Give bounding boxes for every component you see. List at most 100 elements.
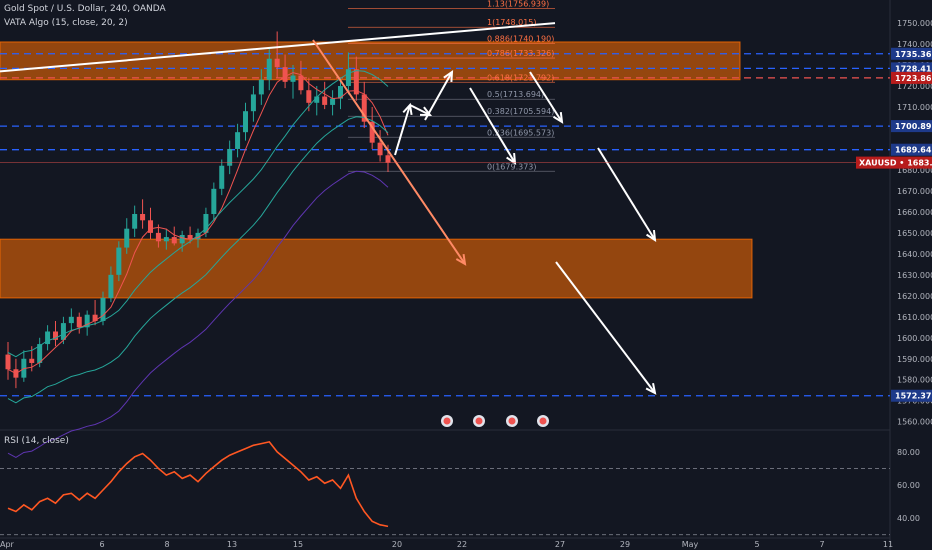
fib-label: 1(1748.015) xyxy=(487,18,537,27)
time-tick-label: 27 xyxy=(555,540,565,549)
candle-body xyxy=(60,323,66,340)
candle-body xyxy=(68,316,74,324)
band-lower-line xyxy=(7,116,389,404)
current-price-label: XAUUSD • 1683.500 xyxy=(859,159,932,168)
candle-body xyxy=(53,331,58,340)
fib-label: 0(1679.373) xyxy=(487,162,537,171)
price-tag xyxy=(891,47,932,60)
time-tick-label: 13 xyxy=(227,540,237,549)
price-tick-label: 1560.000 xyxy=(897,418,932,427)
candle-body xyxy=(203,214,209,233)
candle-body xyxy=(345,69,351,87)
time-tick-label: May xyxy=(682,540,699,549)
candle-body xyxy=(227,148,233,166)
event-marker-dot xyxy=(443,417,451,425)
candle-body xyxy=(163,237,169,242)
projection-arrow-head xyxy=(646,229,657,242)
price-tag xyxy=(891,71,932,84)
ma-fast-line xyxy=(7,72,389,375)
candle-body xyxy=(124,228,130,248)
candle-body xyxy=(243,111,248,133)
chart-title: Gold Spot / U.S. Dollar, 240, OANDA xyxy=(4,4,166,14)
price-tag xyxy=(891,120,932,133)
fib-label: 0.786(1733.326) xyxy=(487,49,554,58)
candle-body xyxy=(353,69,359,95)
price-tick-label: 1640.000 xyxy=(897,250,932,259)
time-tick-label: 8 xyxy=(164,540,169,549)
band-upper-line xyxy=(7,70,389,358)
indicator-legend[interactable]: VATA Algo (15, close, 20, 2) xyxy=(4,18,128,28)
fib-label: 1.13(1756.939) xyxy=(487,0,549,9)
price-tag-label: 1735.367 xyxy=(895,50,932,59)
candle-body xyxy=(84,314,90,328)
price-tick-label: 1600.000 xyxy=(897,334,932,343)
rsi-tick-label: 40.00 xyxy=(897,514,920,523)
price-tag-label: 1723.867 xyxy=(895,74,932,83)
candle-body xyxy=(314,96,320,103)
candle-body xyxy=(155,232,161,242)
time-tick-label: 29 xyxy=(620,540,630,549)
candle-body xyxy=(45,331,51,345)
candle-body xyxy=(76,316,82,328)
price-tag xyxy=(891,62,932,75)
time-tick-label: 5 xyxy=(754,540,759,549)
price-tick-label: 1660.000 xyxy=(897,208,932,217)
candle-body xyxy=(282,67,288,82)
fib-label: 0.886(1740.190) xyxy=(487,35,554,44)
candle-body xyxy=(187,234,193,240)
candle-body xyxy=(195,232,201,240)
trendline xyxy=(0,22,556,73)
candle-body xyxy=(140,214,146,221)
candle-body xyxy=(235,132,241,149)
candle-body xyxy=(29,358,35,363)
candle-body xyxy=(330,98,336,105)
price-tick-label: 1610.000 xyxy=(897,313,932,322)
time-tick-label: 7 xyxy=(819,540,824,549)
candle-body xyxy=(179,234,185,244)
rsi-tick-label: 60.00 xyxy=(897,481,920,490)
zigzag-arrow xyxy=(469,87,516,164)
time-tick-label: 15 xyxy=(293,540,303,549)
price-tick-label: 1710.000 xyxy=(897,103,932,112)
candle-body xyxy=(266,58,272,80)
candle-body xyxy=(361,94,367,122)
candle-body xyxy=(385,155,391,163)
candle-body xyxy=(171,237,177,244)
time-tick-label: 22 xyxy=(457,540,467,549)
candle-body xyxy=(338,86,343,99)
rsi-title[interactable]: RSI (14, close) xyxy=(4,436,69,446)
rsi-tick-label: 80.00 xyxy=(897,448,920,457)
time-tick-label: 20 xyxy=(392,540,402,549)
zigzag-arrow xyxy=(409,104,431,116)
candle-body xyxy=(211,188,217,214)
fib-label: 0.236(1695.573) xyxy=(487,128,554,137)
zigzag-arrow xyxy=(424,71,453,121)
zigzag-arrow-head xyxy=(443,69,454,83)
candle-body xyxy=(298,75,304,91)
candle-body xyxy=(116,247,122,275)
projection-arrow xyxy=(597,147,656,241)
price-tick-label: 1620.000 xyxy=(897,292,932,301)
price-tag-label: 1728.411 xyxy=(895,64,932,73)
projection-arrow-head xyxy=(455,253,467,266)
zigzag-arrow-head xyxy=(419,106,433,117)
projection-arrow xyxy=(555,261,656,394)
zone-2 xyxy=(0,238,753,299)
zigzag-arrow xyxy=(394,104,411,156)
price-tag-label: 1689.643 xyxy=(895,146,932,155)
zigzag-arrow-head xyxy=(506,152,517,165)
candle-body xyxy=(148,220,153,233)
candle-body xyxy=(132,214,138,229)
time-tick-label: Apr xyxy=(0,540,15,549)
candle-body xyxy=(100,297,106,321)
candle-body xyxy=(274,58,280,68)
event-marker-dot xyxy=(508,417,516,425)
ma-slow-line xyxy=(7,170,389,458)
price-tick-label: 1580.000 xyxy=(897,376,932,385)
time-tick-label: 11 xyxy=(883,540,893,549)
candle-body xyxy=(108,274,114,298)
candle-body xyxy=(306,90,312,103)
fib-label: 0.382(1705.594) xyxy=(487,107,554,116)
